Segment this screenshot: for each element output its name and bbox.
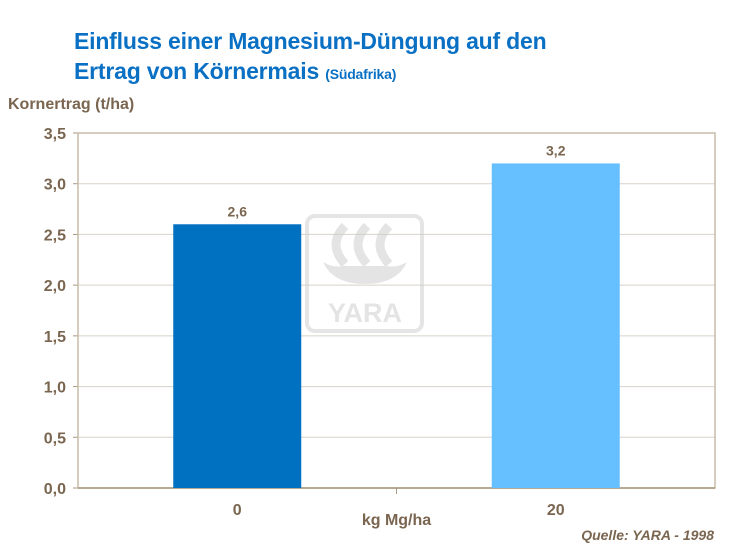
x-axis-label: kg Mg/ha: [362, 512, 431, 529]
y-tick-label: 3,5: [44, 126, 66, 143]
chart-title-line1: Einfluss einer Magnesium-Düngung auf den: [74, 28, 547, 54]
y-tick-label: 1,5: [44, 329, 66, 346]
x-tick-label: 20: [547, 502, 565, 519]
source-note: Quelle: YARA - 1998: [581, 527, 714, 543]
title-text: Ertrag von Körnermais: [74, 58, 320, 84]
y-tick-label: 0,0: [44, 481, 66, 498]
y-tick-label: 1,0: [44, 380, 66, 397]
data-label: 3,2: [546, 142, 566, 158]
bar-0: [173, 224, 302, 489]
chart-subtitle: (Südafrika): [325, 66, 397, 82]
y-tick-label: 2,5: [44, 227, 66, 244]
svg-text:YARA: YARA: [328, 298, 402, 328]
y-tick-label: 2,0: [44, 278, 66, 295]
y-tick-label: 0,5: [44, 430, 66, 447]
y-axis-label: Kornertrag (t/ha): [8, 96, 135, 113]
bar-20: [491, 163, 620, 488]
y-tick-label: 3,0: [44, 177, 66, 194]
chart-title-line2: Ertrag von Körnermais (Südafrika): [74, 58, 396, 85]
data-label: 2,6: [228, 203, 248, 219]
x-tick-label: 0: [233, 502, 242, 519]
yara-watermark-logo: YARA: [305, 214, 424, 333]
